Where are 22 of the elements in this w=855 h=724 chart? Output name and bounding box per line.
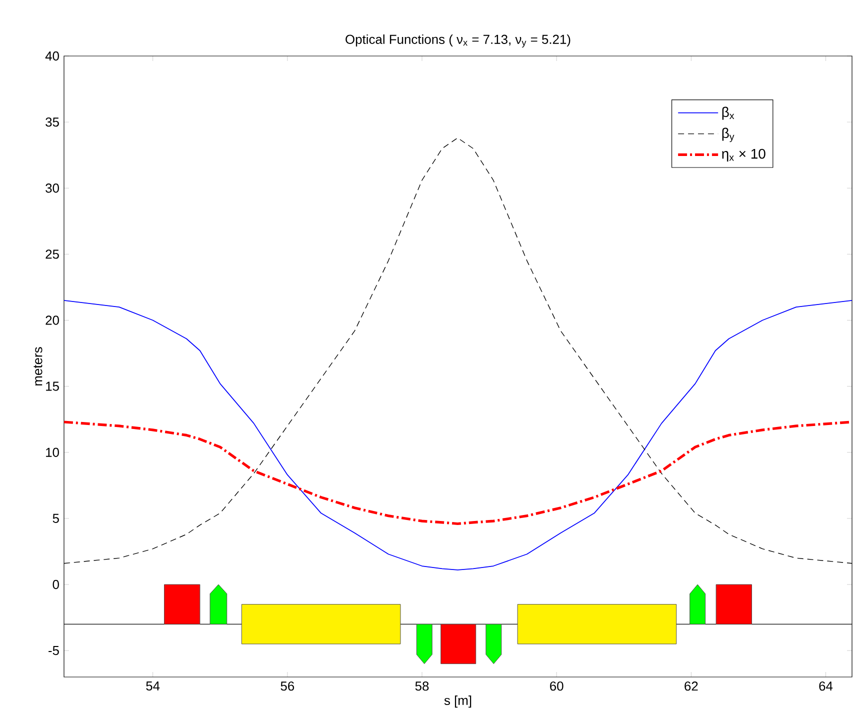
x-tick-label: 58	[415, 682, 429, 691]
y-tick-label: 0	[52, 580, 59, 590]
y-axis-title: meters	[34, 347, 42, 386]
y-tick-label: 30	[46, 184, 59, 193]
x-axis-title: s [m]	[444, 696, 472, 708]
y-tick-label: 15	[46, 382, 59, 391]
y-tick-label: 35	[46, 117, 59, 127]
x-tick-label: 62	[684, 682, 698, 691]
x-tick-label: 54	[146, 682, 160, 691]
legend-label: β$_{x}$	[722, 106, 734, 120]
x-tick-label: 60	[550, 682, 564, 691]
x-tick-label: 56	[280, 682, 294, 691]
y-tick-label: -5	[48, 646, 59, 656]
legend-label: η$_{x}$ × 10	[722, 148, 766, 162]
legend-label: β$_{y}$	[722, 128, 734, 142]
y-tick-label: 5	[52, 514, 59, 523]
y-tick-label: 20	[46, 316, 59, 325]
chart-title: Optical Functions ( ν$_{x}$ = 7.13, ν$_{y}$ = 5.21)	[346, 34, 570, 48]
y-tick-label: 10	[46, 448, 59, 457]
y-tick-label: 40	[45, 51, 59, 61]
y-tick-label: 25	[46, 250, 59, 259]
x-tick-label: 64	[819, 682, 833, 691]
